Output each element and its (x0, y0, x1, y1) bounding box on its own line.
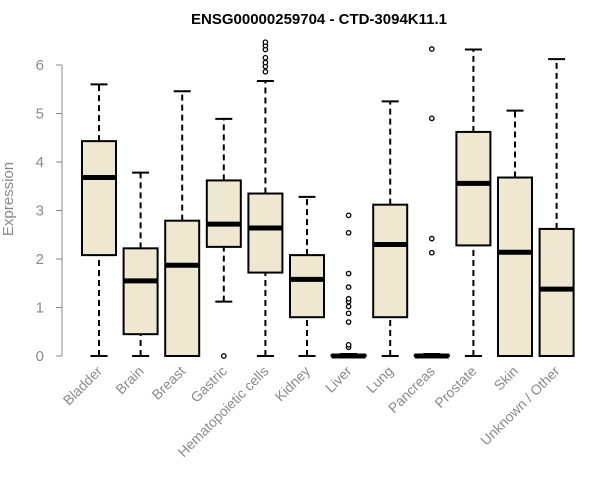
box-prostate (455, 48, 492, 357)
x-tick-label: Prostate (431, 363, 479, 411)
outlier-point (345, 284, 352, 290)
box-body (247, 192, 284, 274)
chart-title: ENSG00000259704 - CTD-3094K11.1 (191, 11, 447, 28)
outlier-point (345, 303, 352, 310)
outlier-point (345, 229, 352, 236)
y-tick-label: 1 (36, 300, 44, 317)
outlier-point (345, 270, 352, 277)
box-body (205, 179, 242, 248)
outlier-point (262, 59, 269, 66)
y-tick-label: 5 (36, 106, 44, 123)
x-tick-label: Unknown / Other (477, 363, 563, 449)
box-gastric (205, 117, 242, 359)
box-skin (497, 109, 533, 357)
outlier-point (262, 39, 269, 46)
outlier-point (428, 115, 435, 122)
box-liver (330, 212, 367, 359)
outlier-point (345, 319, 352, 325)
box-lung (372, 100, 409, 357)
x-tick-label: Kidney (272, 363, 314, 405)
box-body (372, 203, 409, 319)
y-axis-label: Expression (0, 162, 17, 236)
x-tick-label: Brain (112, 363, 146, 397)
y-tick-label: 3 (36, 203, 44, 220)
x-tick-label: Bladder (60, 363, 106, 409)
y-tick-label: 2 (36, 251, 44, 268)
outlier-point (262, 68, 269, 75)
box-hematopoietic-cells (247, 39, 284, 357)
box-breast (164, 90, 201, 357)
box-body (455, 130, 492, 247)
box-kidney (289, 195, 325, 357)
outlier-point (345, 212, 352, 219)
box-series (81, 39, 575, 359)
box-body (81, 140, 117, 257)
y-tick-label: 0 (36, 348, 44, 365)
x-tick-label: Breast (148, 363, 188, 403)
box-brain (122, 171, 159, 357)
box-bladder (81, 83, 117, 357)
box-unknown-other (538, 58, 575, 357)
outlier-point (220, 353, 227, 359)
y-tick-label: 6 (36, 57, 44, 74)
outlier-point (345, 295, 352, 302)
x-tick-label: Liver (322, 363, 355, 396)
x-tick-label: Skin (491, 363, 522, 394)
box-body (538, 227, 575, 357)
x-tick-label: Lung (363, 363, 396, 396)
outlier-point (345, 341, 352, 348)
box-body (122, 247, 159, 336)
outlier-point (428, 249, 435, 256)
outlier-point (345, 310, 352, 317)
outlier-point (428, 46, 435, 52)
box-body (289, 254, 325, 319)
box-pancreas (413, 46, 450, 359)
y-tick-label: 4 (36, 154, 44, 171)
y-axis: 0 1 2 3 4 5 6 (36, 57, 63, 365)
outlier-point (428, 235, 435, 242)
box-body (497, 176, 533, 357)
box-body (164, 219, 201, 357)
outlier-point (262, 54, 269, 61)
